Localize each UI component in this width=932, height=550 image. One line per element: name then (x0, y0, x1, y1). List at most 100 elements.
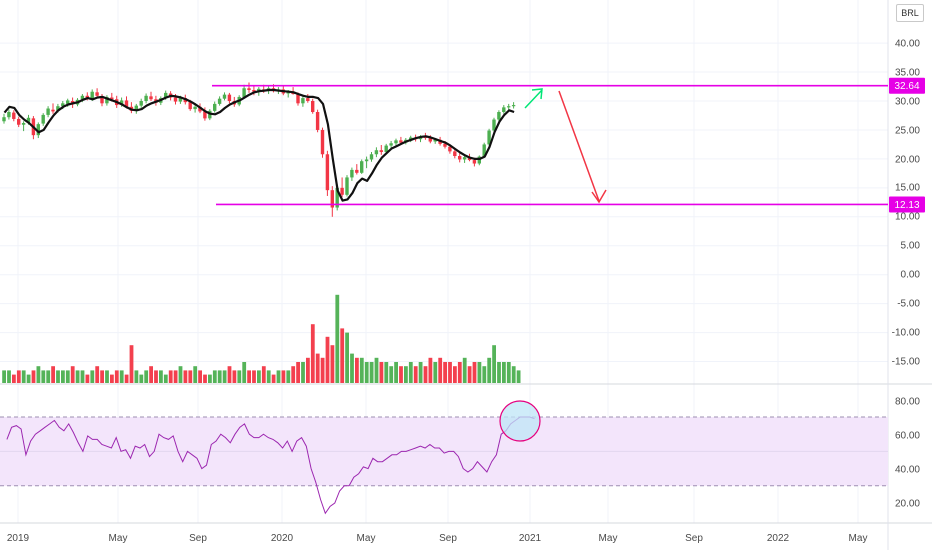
volume-bar (296, 362, 300, 383)
volume-bar (310, 324, 315, 383)
rsi-line (6, 416, 535, 515)
candle (482, 144, 486, 157)
volume-bar (389, 366, 394, 383)
candle (315, 112, 320, 130)
volume-bar (46, 370, 51, 383)
candle (124, 100, 129, 107)
candle (12, 112, 16, 119)
candle (56, 106, 60, 111)
volume-bar (320, 357, 325, 383)
x-tick-label: 2021 (519, 533, 542, 544)
volume-bar (271, 374, 276, 383)
volume-bar (369, 362, 374, 383)
rsi-tick-label: 20.00 (895, 499, 920, 510)
candle (213, 103, 217, 111)
volume-bar (41, 370, 46, 383)
axes: 40.00 35.00 30.00 25.00 20.00 15.00 10.00 5.00 0… (7, 39, 925, 544)
candle (374, 150, 379, 155)
volume-bar (36, 366, 41, 383)
candle (21, 123, 26, 125)
volume-bar (516, 370, 521, 383)
up-arrow-head (531, 88, 543, 100)
volume-bar (502, 362, 506, 383)
rsi-tick-label: 40.00 (895, 465, 920, 476)
volume-bar (212, 370, 217, 383)
candle (428, 138, 432, 142)
candle (105, 96, 109, 104)
price-tick-label: 5.00 (901, 241, 921, 252)
candle (369, 154, 374, 160)
candle (311, 101, 315, 113)
volume-bar (252, 370, 256, 383)
volume-bar (242, 362, 247, 383)
volume-bar (208, 374, 212, 383)
volume-bar (438, 357, 443, 383)
volume-bar (7, 370, 11, 383)
candle (17, 118, 21, 125)
candle (217, 98, 222, 104)
volume-bar (325, 336, 330, 383)
volume-bar (340, 328, 345, 383)
down-arrow-head (591, 189, 607, 204)
candle (364, 159, 369, 162)
candle (119, 100, 124, 105)
level-lines[interactable] (212, 84, 888, 206)
price-badge (889, 77, 925, 94)
volume-bar (457, 362, 462, 383)
candle (134, 105, 138, 111)
volume-bar (56, 370, 60, 383)
x-tick-label: Sep (189, 533, 207, 544)
volume-bar (276, 370, 281, 383)
candle (394, 140, 398, 144)
candle (453, 151, 457, 157)
rsi-pane (0, 400, 888, 515)
volume-bar (80, 370, 85, 383)
volume-bar (453, 366, 457, 383)
volume-bar (110, 374, 114, 383)
volume-bar (261, 366, 266, 383)
price-tick-label: 35.00 (895, 68, 920, 79)
candle (173, 97, 178, 102)
candle (487, 130, 491, 145)
candle (399, 140, 403, 143)
volume-bar (134, 370, 139, 383)
candle (222, 94, 227, 99)
candle (193, 106, 197, 110)
candle (90, 91, 94, 99)
currency-badge[interactable]: BRL (896, 4, 924, 22)
x-tick-label: 2022 (767, 533, 790, 544)
volume-bar (95, 366, 100, 383)
volume-bar (163, 374, 168, 383)
candle (497, 112, 501, 120)
annotations[interactable] (524, 88, 607, 204)
price-tick-label: 10.00 (895, 212, 920, 223)
volume-bar (173, 370, 178, 383)
volume-bar (506, 362, 511, 383)
candle (443, 143, 447, 147)
x-tick-label: May (357, 533, 376, 544)
volume-bar (379, 362, 384, 383)
volume-bar (286, 370, 291, 383)
x-tick-label: Sep (439, 533, 457, 544)
volume-bar (193, 366, 198, 383)
candle (458, 156, 462, 160)
candle (296, 94, 300, 104)
volume-bar (129, 345, 134, 383)
down-arrow (558, 90, 600, 202)
volume-bar (2, 370, 6, 383)
candle (7, 112, 11, 118)
volume-bar (119, 370, 124, 383)
volume-bar (315, 353, 320, 383)
candle (507, 106, 511, 108)
candle (472, 160, 477, 164)
candle (379, 150, 383, 152)
candle (384, 145, 388, 152)
moving-average-line (3, 88, 515, 202)
candle (100, 96, 104, 104)
volume-bar (330, 345, 335, 383)
rsi-highlight-circle (499, 400, 541, 442)
volume-bar (487, 357, 492, 383)
candle (325, 154, 330, 191)
x-tick-label: Sep (685, 533, 703, 544)
